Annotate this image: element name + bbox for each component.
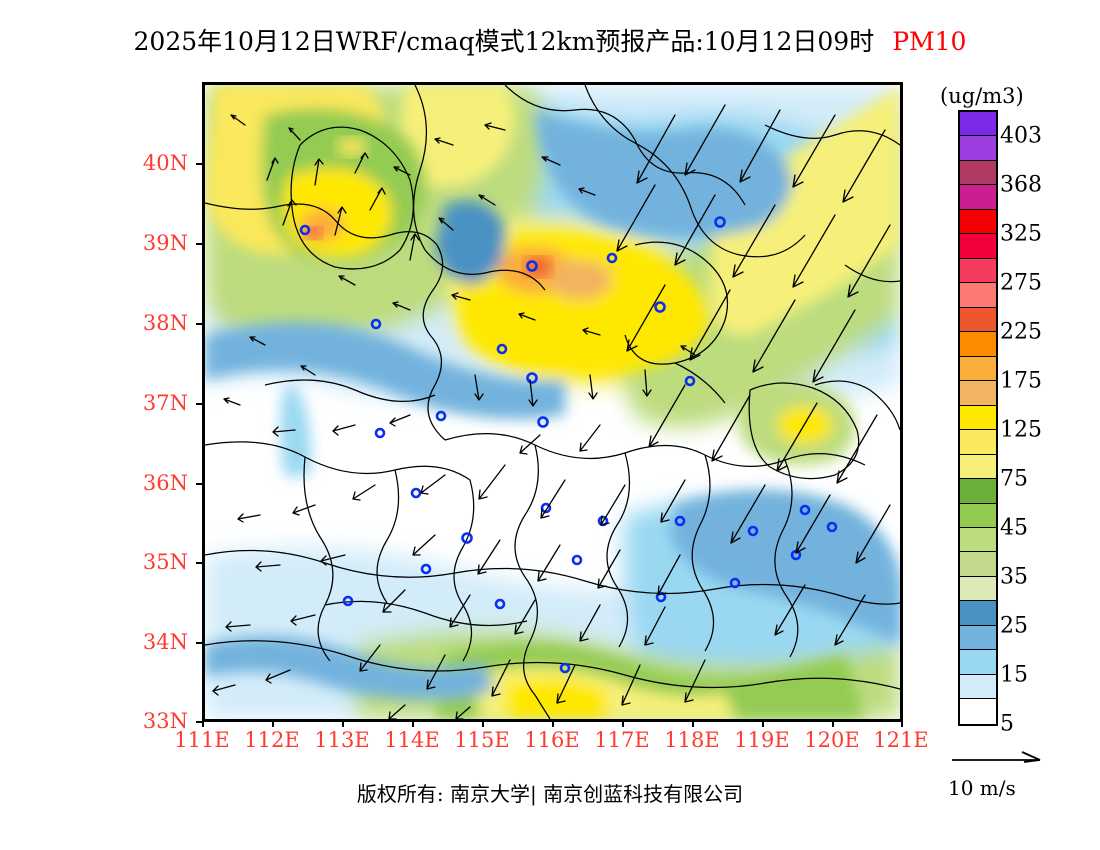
colorbar-tick-label: 25 xyxy=(1000,613,1028,639)
colorbar-band xyxy=(960,674,996,700)
colorbar-tick-label: 75 xyxy=(1000,466,1028,492)
page-title: 2025年10月12日WRF/cmaq模式12km预报产品:10月12日09时 P… xyxy=(0,22,1100,58)
colorbar-band xyxy=(960,356,996,382)
colorbar-tick-label: 35 xyxy=(1000,564,1028,590)
colorbar-band xyxy=(960,699,996,724)
y-axis-label: 40N xyxy=(142,151,188,175)
y-axis-label: 36N xyxy=(142,471,188,495)
administrative-boundaries xyxy=(205,85,900,719)
colorbar-tick-label: 125 xyxy=(1000,417,1042,443)
colorbar-band xyxy=(960,479,996,504)
title-species-label: PM10 xyxy=(892,27,967,56)
colorbar-tick-label: 275 xyxy=(1000,270,1042,296)
colorbar-band xyxy=(960,454,996,480)
colorbar-band xyxy=(960,332,996,357)
colorbar-band xyxy=(960,527,996,553)
x-axis-label: 120E xyxy=(804,728,860,752)
colorbar-band xyxy=(960,381,996,406)
x-axis-label: 112E xyxy=(244,728,300,752)
colorbar-band xyxy=(960,650,996,675)
colorbar-band xyxy=(960,136,996,161)
x-axis-label: 113E xyxy=(314,728,370,752)
colorbar-band xyxy=(960,234,996,259)
station-markers[interactable] xyxy=(299,216,838,674)
wind-scale-key: 10 m/s xyxy=(948,748,1088,800)
map-canvas xyxy=(205,85,900,719)
x-axis-label: 116E xyxy=(524,728,580,752)
colorbar-band xyxy=(960,112,996,137)
colorbar-tick-label: 403 xyxy=(1000,123,1042,149)
y-axis-label: 34N xyxy=(142,630,188,654)
colorbar-band xyxy=(960,307,996,333)
map-plot-area[interactable] xyxy=(202,82,903,722)
y-axis-label: 35N xyxy=(142,550,188,574)
x-axis-label: 117E xyxy=(594,728,650,752)
x-axis-label: 118E xyxy=(664,728,720,752)
colorbar-band xyxy=(960,601,996,626)
arrow-right-icon xyxy=(952,751,1041,763)
colorbar-band xyxy=(960,405,996,431)
colorbar[interactable] xyxy=(958,110,998,726)
colorbar-tick-label: 15 xyxy=(1000,662,1028,688)
wind-scale-label: 10 m/s xyxy=(948,776,1016,800)
colorbar-band xyxy=(960,430,996,455)
colorbar-band xyxy=(960,625,996,651)
wind-vector-field xyxy=(212,104,891,719)
colorbar-band xyxy=(960,258,996,284)
x-axis-label: 114E xyxy=(384,728,440,752)
colorbar-tick-label: 175 xyxy=(1000,368,1042,394)
y-axis-label: 37N xyxy=(142,391,188,415)
colorbar-unit-label: (ug/m3) xyxy=(940,84,1024,108)
colorbar-tick-label: 5 xyxy=(1000,711,1014,737)
colorbar-bands[interactable] xyxy=(958,110,998,726)
y-axis-label: 33N xyxy=(142,709,188,733)
colorbar-band xyxy=(960,552,996,577)
colorbar-tick-label: 45 xyxy=(1000,515,1028,541)
x-axis-label: 119E xyxy=(734,728,790,752)
y-axis-label: 38N xyxy=(142,311,188,335)
title-main-text: 2025年10月12日WRF/cmaq模式12km预报产品:10月12日09时 xyxy=(133,27,875,56)
colorbar-band xyxy=(960,185,996,210)
colorbar-band xyxy=(960,576,996,602)
colorbar-tick-label: 225 xyxy=(1000,319,1042,345)
colorbar-tick-label: 368 xyxy=(1000,172,1042,198)
x-axis-label: 115E xyxy=(454,728,510,752)
colorbar-band xyxy=(960,160,996,186)
x-axis-label: 111E xyxy=(174,728,230,752)
colorbar-band xyxy=(960,503,996,528)
y-axis-label: 39N xyxy=(142,231,188,255)
colorbar-band xyxy=(960,283,996,308)
copyright-footer: 版权所有: 南京大学| 南京创蓝科技有限公司 xyxy=(356,782,744,806)
colorbar-tick-label: 325 xyxy=(1000,221,1042,247)
x-axis-label: 121E xyxy=(873,728,929,752)
colorbar-band xyxy=(960,209,996,235)
